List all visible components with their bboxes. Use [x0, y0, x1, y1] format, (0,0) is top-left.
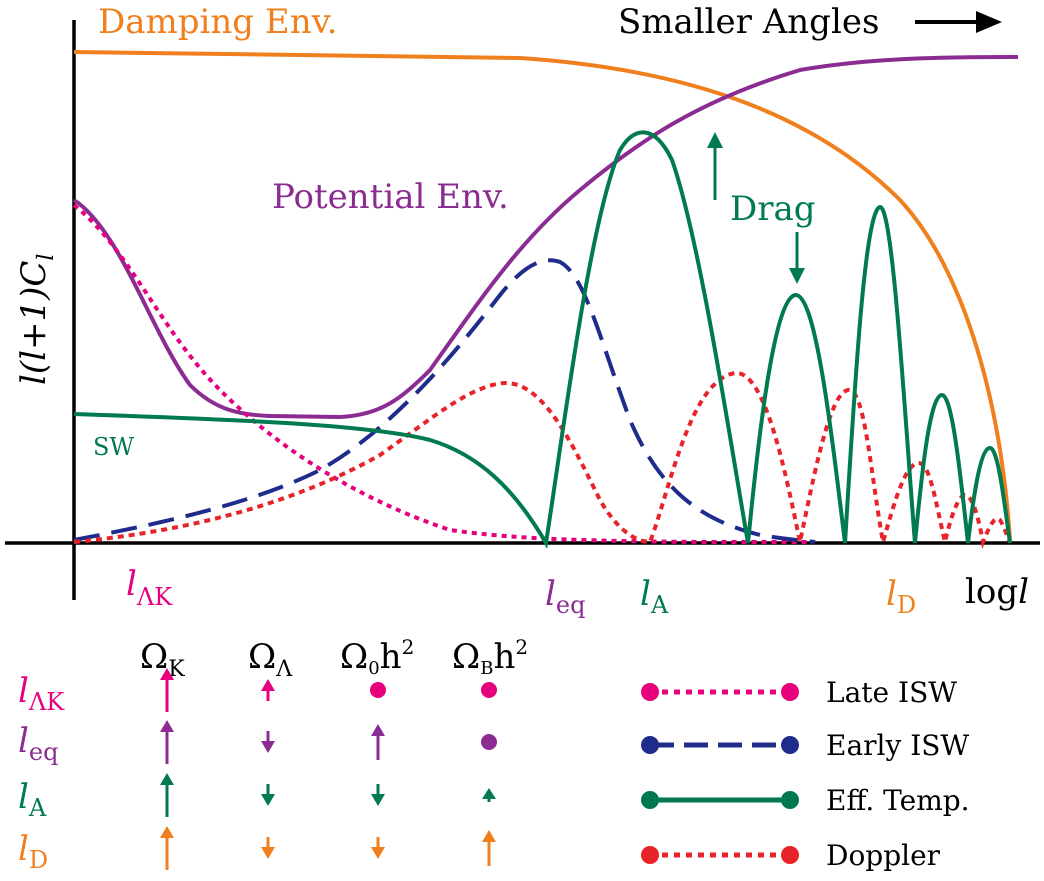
drag-down-arrowhead-icon: [789, 268, 805, 284]
table-cell-up-small-icon: [261, 679, 275, 701]
table-cell-up-large-icon: [160, 668, 174, 712]
table-cell-up-large-icon: [160, 720, 174, 764]
early-isw-curve: [73, 258, 816, 544]
table-cell-dot-icon: [481, 682, 497, 698]
row-label-a: lA: [18, 777, 47, 822]
potential-envelope-label: Potential Env.: [272, 177, 509, 217]
doppler-curve: [73, 371, 1012, 550]
legend-label: Early ISW: [826, 729, 969, 762]
row-label-eq: leq: [18, 721, 58, 766]
table-cell-down-small-icon: [261, 837, 275, 859]
row-label-d: lD: [18, 829, 48, 874]
drag-arrows: [707, 132, 805, 284]
y-axis-label: l(l+1)Cl: [14, 254, 59, 385]
marker-l-a: lA: [640, 574, 669, 619]
scale-markers: lΛK leq lA lD logl: [126, 564, 1029, 619]
legend-item: Early ISW: [641, 729, 969, 762]
legend-endpoint-dot: [781, 736, 799, 754]
legend-endpoint-dot: [641, 846, 659, 864]
legend-item: Doppler: [641, 839, 941, 872]
table-cell-dot-icon: [370, 682, 386, 698]
legend-endpoint-dot: [641, 683, 659, 701]
table-cell-dot-icon: [481, 734, 497, 750]
axes: [5, 20, 1040, 600]
table-cells: [160, 668, 497, 870]
marker-l-eq: leq: [545, 574, 585, 619]
table-row-labels: lΛK leq lA lD: [18, 671, 65, 874]
legend-endpoint-dot: [781, 791, 799, 809]
table-cell-up-medium-icon: [371, 724, 385, 760]
table-cell-down-small-icon: [261, 731, 275, 753]
y-axis-label-main: l(l+1)C: [14, 261, 54, 385]
column-header-omega-k: ΩK: [140, 637, 185, 682]
marker-l-d: lD: [886, 574, 916, 619]
legend-endpoint-dot: [641, 791, 659, 809]
legend-item: Late ISW: [641, 676, 957, 709]
column-header-omega-lambda: ΩΛ: [248, 637, 293, 682]
potential-envelope-curve: [72, 55, 1019, 420]
table-cell-up-medium-icon: [482, 830, 496, 866]
damping-envelope-label: Damping Env.: [98, 2, 338, 42]
table-cell-down-small-icon: [261, 784, 275, 806]
damping-envelope-curve: [73, 50, 1012, 541]
table-cell-down-small-icon: [371, 837, 385, 859]
sw-label: SW: [93, 433, 134, 461]
legend-item: Eff. Temp.: [641, 784, 970, 817]
x-axis-label: logl: [965, 572, 1029, 612]
table-cell-up-large-icon: [160, 826, 174, 870]
smaller-angles-arrow-icon: [915, 11, 1002, 33]
legend-label: Eff. Temp.: [826, 784, 970, 817]
marker-l-lambda-k: lΛK: [126, 564, 173, 611]
y-axis-label-sub: l: [34, 254, 59, 261]
legend-label: Late ISW: [826, 676, 957, 709]
effective-temperature-curve: [73, 130, 1012, 549]
legend-endpoint-dot: [781, 846, 799, 864]
column-header-omega-0h2: Ω0h2: [340, 635, 414, 679]
smaller-angles-label: Smaller Angles: [618, 2, 879, 42]
drag-label: Drag: [730, 189, 816, 229]
legend-endpoint-dot: [781, 683, 799, 701]
legend-endpoint-dot: [641, 736, 659, 754]
legend: Late ISW Early ISW Eff. Temp. Doppler: [641, 676, 970, 872]
curves: [72, 50, 1019, 550]
table-cell-up-tiny-icon: [482, 788, 496, 802]
table-cell-up-large-icon: [160, 773, 174, 817]
drag-up-arrowhead-icon: [707, 132, 723, 148]
legend-label: Doppler: [826, 839, 941, 872]
column-header-omega-bh2: ΩBh2: [452, 635, 528, 679]
table-cell-down-small-icon: [371, 784, 385, 806]
table-header: ΩK ΩΛ Ω0h2 ΩBh2: [140, 635, 528, 682]
row-label-lambda-k: lΛK: [18, 671, 65, 716]
late-isw-curve: [72, 203, 810, 544]
